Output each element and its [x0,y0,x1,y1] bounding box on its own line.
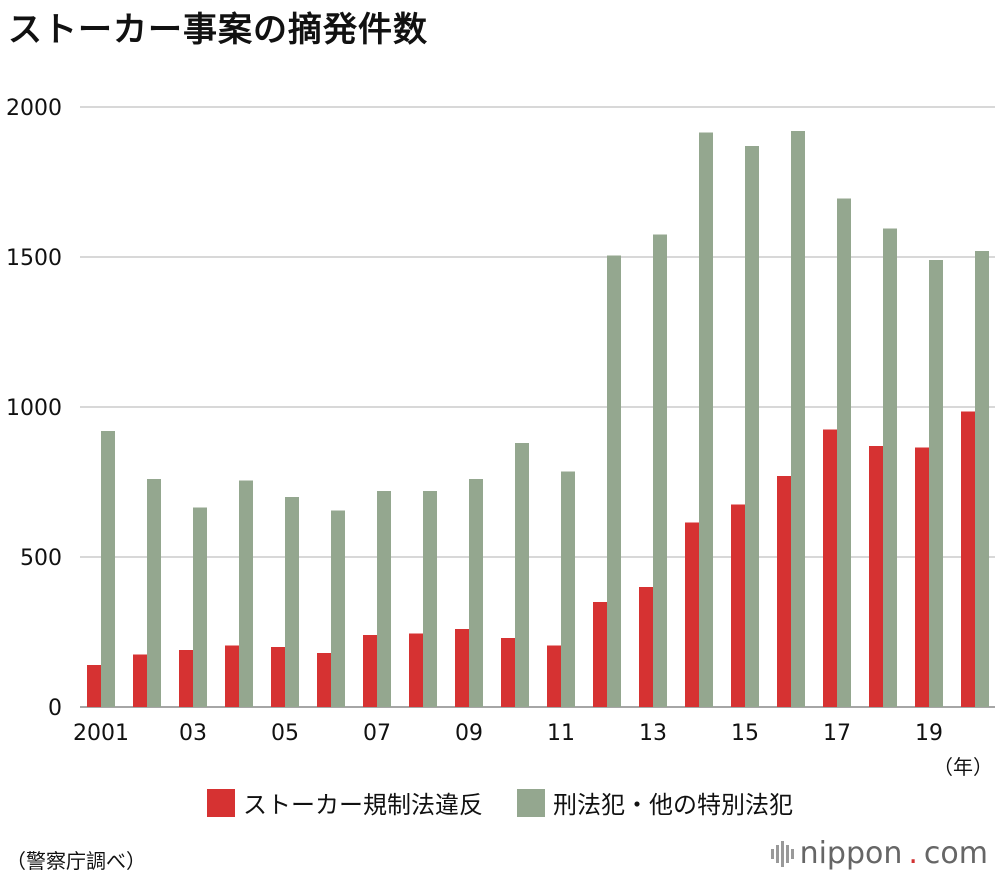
bar-series2 [975,251,989,707]
bar-series1 [915,447,929,707]
legend-item-series2: 刑法犯・他の特別法犯 [517,785,793,820]
bar-series2 [377,491,391,707]
x-tick-label: 09 [455,721,483,746]
bar-series2 [101,431,115,707]
bar-series1 [225,645,239,707]
legend-label-series1: ストーカー規制法違反 [243,791,483,819]
bar-series1 [547,645,561,707]
bar-series2 [515,443,529,707]
y-tick-label: 0 [48,696,62,721]
legend: ストーカー規制法違反 刑法犯・他の特別法犯 [0,785,1000,820]
bar-series1 [685,522,699,707]
legend-swatch-series2 [517,788,545,817]
y-tick-label: 1500 [6,246,62,271]
x-tick-label: 19 [915,721,943,746]
y-tick-label: 500 [20,546,62,571]
logo-name: nippon [799,836,903,871]
bar-series2 [423,491,437,707]
bar-series1 [409,633,423,707]
bar-series1 [363,635,377,707]
bar-series1 [639,587,653,707]
bar-series1 [455,629,469,707]
bar-series1 [777,476,791,707]
chart-title: ストーカー事案の摘発件数 [8,10,428,50]
logo-bars-icon [770,840,794,867]
x-tick-label: 15 [731,721,759,746]
y-tick-label: 1000 [6,396,62,421]
logo-suffix: com [923,836,988,871]
legend-label-series2: 刑法犯・他の特別法犯 [553,791,793,819]
bar-series1 [501,638,515,707]
bar-series2 [147,479,161,707]
legend-swatch-series1 [207,788,235,817]
bar-chart: 0 500 1000 1500 2000 2001 03 05 07 09 11 13 15 17 19 （年… [6,96,995,779]
bar-series2 [285,497,299,707]
bar-series1 [961,411,975,707]
x-tick-label: 07 [363,721,391,746]
bar-series1 [133,654,147,707]
source-note: （警察庁調べ） [6,849,146,873]
legend-item-series1: ストーカー規制法違反 [207,785,483,820]
bar-series2 [699,132,713,707]
bar-series2 [469,479,483,707]
x-tick-label: 03 [179,721,207,746]
bar-series1 [87,665,101,707]
x-tick-label: 17 [823,721,851,746]
bar-series2 [331,510,345,707]
x-tick-label: 13 [639,721,667,746]
x-tick-label: 2001 [73,721,129,746]
bar-series2 [929,260,943,707]
bar-series1 [823,429,837,707]
bar-series2 [653,234,667,707]
bar-series1 [179,650,193,707]
x-axis-label: （年） [933,755,993,779]
bar-series1 [271,647,285,707]
bar-series2 [561,471,575,707]
bar-series2 [883,228,897,707]
bar-series1 [869,446,883,707]
x-tick-label: 11 [547,721,575,746]
bar-series2 [239,480,253,707]
bar-series2 [745,146,759,707]
bar-series1 [317,653,331,707]
bar-series1 [731,504,745,707]
bar-series2 [837,198,851,707]
logo-dot: . [908,836,918,871]
y-tick-label: 2000 [6,96,62,121]
bar-series2 [193,507,207,707]
bar-series1 [593,602,607,707]
bar-series2 [791,131,805,707]
x-tick-label: 05 [271,721,299,746]
nippon-logo: nippon. com [770,836,988,871]
bar-series2 [607,255,621,707]
